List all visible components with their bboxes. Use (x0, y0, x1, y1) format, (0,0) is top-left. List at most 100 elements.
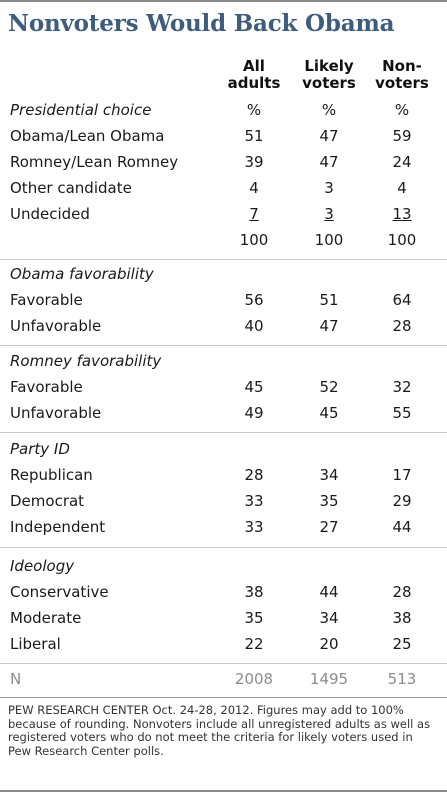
value-all-adults: 33 (244, 518, 264, 536)
row-label: Unfavorable (10, 317, 102, 335)
value-all-adults: 100 (239, 231, 269, 249)
row-label: Republican (10, 466, 93, 484)
value-nonvoters: 4 (397, 179, 407, 197)
header-line-2: voters (302, 74, 356, 92)
row-label: Favorable (10, 378, 83, 396)
value-likely-voters: 47 (319, 153, 339, 171)
section-divider (0, 663, 447, 664)
section-header-row: Party ID (0, 436, 447, 462)
table-row: Romney/Lean Romney 39 47 24 (0, 149, 447, 175)
total-row: 100 100 100 (0, 227, 447, 253)
value-likely-voters: 34 (319, 466, 339, 484)
table-row: Other candidate 4 3 4 (0, 175, 447, 201)
table-row: Conservative 38 44 28 (0, 579, 447, 605)
table-row: Moderate 35 34 38 (0, 605, 447, 631)
section-label: Obama favorability (10, 265, 154, 283)
section-header-row: Presidential choice % % % (0, 97, 447, 123)
table-row: Undecided 7 3 13 (0, 201, 447, 227)
value-all-adults: 45 (244, 378, 264, 396)
value-likely-voters: 3 (324, 179, 334, 197)
value-likely-voters: % (321, 101, 337, 119)
value-nonvoters: 100 (387, 231, 417, 249)
value-likely-voters: 52 (319, 378, 339, 396)
value-nonvoters: 55 (392, 404, 412, 422)
table-row: Favorable 45 52 32 (0, 374, 447, 400)
value-likely-voters: 35 (319, 492, 339, 510)
value-nonvoters: 28 (392, 317, 412, 335)
row-label: Undecided (10, 205, 90, 223)
value-nonvoters: 13 (392, 205, 412, 223)
value-all-adults: 4 (249, 179, 259, 197)
value-nonvoters: 59 (392, 127, 412, 145)
value-likely-voters: 20 (319, 635, 339, 653)
value-likely-voters: 44 (319, 583, 339, 601)
value-nonvoters: 32 (392, 378, 412, 396)
sample-size-row: N 2008 1495 513 (0, 666, 447, 692)
value-nonvoters: 17 (392, 466, 412, 484)
section-label: Presidential choice (10, 101, 152, 119)
value-nonvoters: 25 (392, 635, 412, 653)
value-nonvoters: 29 (392, 492, 412, 510)
column-header-likely-voters: Likely voters (294, 58, 364, 92)
value-nonvoters: 44 (392, 518, 412, 536)
section-label: Ideology (10, 557, 75, 575)
row-label: N (10, 670, 22, 688)
section-label: Party ID (10, 440, 70, 458)
value-nonvoters: 24 (392, 153, 412, 171)
value-likely-voters: 47 (319, 317, 339, 335)
value-likely-voters: 100 (314, 231, 344, 249)
row-label: Obama/Lean Obama (10, 127, 165, 145)
value-all-adults: % (246, 101, 262, 119)
value-nonvoters: 28 (392, 583, 412, 601)
table-row: Unfavorable 49 45 55 (0, 400, 447, 426)
value-all-adults: 35 (244, 609, 264, 627)
value-nonvoters: 38 (392, 609, 412, 627)
row-label: Conservative (10, 583, 109, 601)
section-divider (0, 345, 447, 346)
row-label: Democrat (10, 492, 85, 510)
value-all-adults: 56 (244, 291, 264, 309)
table-row: Independent 33 27 44 (0, 514, 447, 540)
value-likely-voters: 34 (319, 609, 339, 627)
value-likely-voters: 3 (324, 205, 334, 223)
value-likely-voters: 51 (319, 291, 339, 309)
table-row: Favorable 56 51 64 (0, 287, 447, 313)
section-header-row: Ideology (0, 553, 447, 579)
page-title: Nonvoters Would Back Obama (8, 10, 395, 37)
table-row: Unfavorable 40 47 28 (0, 313, 447, 339)
row-label: Romney/Lean Romney (10, 153, 179, 171)
value-likely-voters: 27 (319, 518, 339, 536)
value-likely-voters: 45 (319, 404, 339, 422)
value-nonvoters: 513 (387, 670, 417, 688)
bottom-rule (0, 790, 447, 792)
table-row: Democrat 33 35 29 (0, 488, 447, 514)
table-row: Republican 28 34 17 (0, 462, 447, 488)
value-nonvoters: 64 (392, 291, 412, 309)
value-all-adults: 7 (249, 205, 259, 223)
row-label: Other candidate (10, 179, 132, 197)
section-divider (0, 547, 447, 548)
table-row: Obama/Lean Obama 51 47 59 (0, 123, 447, 149)
value-all-adults: 22 (244, 635, 264, 653)
header-line-1: Likely (304, 57, 354, 75)
section-divider (0, 259, 447, 260)
row-label: Favorable (10, 291, 83, 309)
section-header-row: Romney favorability (0, 348, 447, 374)
top-rule (0, 0, 447, 2)
value-all-adults: 51 (244, 127, 264, 145)
header-line-2: voters (375, 74, 429, 92)
value-all-adults: 38 (244, 583, 264, 601)
value-nonvoters: % (394, 101, 410, 119)
row-label: Moderate (10, 609, 82, 627)
value-all-adults: 49 (244, 404, 264, 422)
header-line-1: All (243, 57, 265, 75)
section-header-row: Obama favorability (0, 261, 447, 287)
value-all-adults: 33 (244, 492, 264, 510)
row-label: Liberal (10, 635, 61, 653)
value-all-adults: 2008 (234, 670, 274, 688)
header-line-1: Non- (382, 57, 422, 75)
row-label: Unfavorable (10, 404, 102, 422)
value-likely-voters: 1495 (309, 670, 349, 688)
footnote: PEW RESEARCH CENTER Oct. 24-28, 2012. Fi… (8, 703, 431, 758)
table-row: Liberal 22 20 25 (0, 631, 447, 657)
